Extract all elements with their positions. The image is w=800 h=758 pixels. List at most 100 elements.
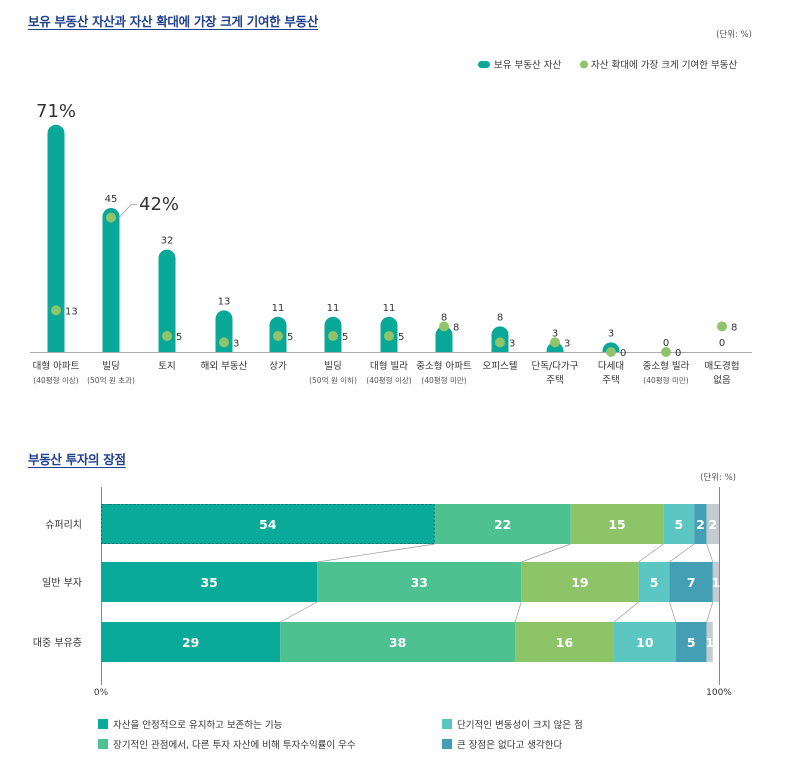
category-label: 빌딩 <box>324 361 341 372</box>
holding-value-label: 45 <box>105 194 118 205</box>
category-label: (40평형 미만) <box>643 375 688 385</box>
legend-swatch <box>98 719 108 729</box>
contribution-dot <box>273 331 283 341</box>
segment-value-label: 19 <box>571 575 588 590</box>
connector-line <box>669 601 677 623</box>
contribution-value-label: 0 <box>675 348 681 359</box>
legend-contribution-label: 자산 확대에 가장 크게 기여한 부동산 <box>591 59 737 71</box>
category-label: 대형 빌라 <box>370 361 408 372</box>
category-label: (40평형 미만) <box>421 375 466 385</box>
legend-holding-label: 보유 부동산 자산 <box>494 60 561 71</box>
stack-segment <box>521 562 639 602</box>
contribution-value-label: 3 <box>564 338 570 349</box>
stack-segment <box>613 622 676 662</box>
connector-line <box>317 543 435 563</box>
x-tick-label: 100% <box>706 688 732 698</box>
segment-value-label: 5 <box>674 517 683 532</box>
stack-segment <box>434 504 571 544</box>
segment-value-label: 33 <box>411 575 428 590</box>
stack-segment <box>712 562 719 602</box>
segment-value-label: 2 <box>708 517 717 532</box>
legend-label: 장기적인 관점에서, 다른 투자 자산에 비해 투자수익률이 우수 <box>113 739 356 751</box>
highlight-leader-line <box>118 204 137 218</box>
legend-swatch <box>442 739 452 749</box>
connector-line <box>669 543 695 563</box>
connector-line <box>613 601 639 623</box>
holding-bar <box>158 249 176 352</box>
holding-value-label: 11 <box>272 303 285 314</box>
contribution-value-label: 5 <box>287 332 293 343</box>
category-label: (50억 원 초과) <box>87 376 135 385</box>
contribution-value-label: 3 <box>233 338 239 349</box>
category-label: (40평형 이상) <box>366 375 411 385</box>
contribution-dot <box>717 321 727 332</box>
holding-bar <box>47 124 65 352</box>
connector-line <box>638 543 664 563</box>
category-label: 중소형 아파트 <box>416 361 472 372</box>
stack-segment <box>669 562 713 602</box>
contribution-dot <box>51 305 61 316</box>
segment-value-label: 38 <box>389 635 406 650</box>
chart1-unit: (단위: %) <box>716 29 752 40</box>
contribution-dot <box>328 331 338 341</box>
stack-segment <box>317 562 522 602</box>
category-label: 오피스텔 <box>483 360 518 372</box>
chart2-unit: (단위: %) <box>700 472 736 483</box>
legend-label: 큰 장점은 없다고 생각한다 <box>457 739 562 751</box>
category-label: 없음 <box>713 374 731 386</box>
legend-label: 자산을 안정적으로 유지하고 보존하는 기능 <box>113 719 283 731</box>
segment-value-label: 2 <box>696 517 705 532</box>
stack-segment <box>675 622 707 662</box>
contribution-dot <box>495 337 505 348</box>
stack-segment <box>101 504 435 544</box>
contribution-value-label: 5 <box>398 332 404 343</box>
contribution-dot <box>606 347 616 357</box>
x-tick-label: 0% <box>94 688 109 698</box>
segment-value-label: 35 <box>200 575 217 590</box>
category-label: (50억 원 이하) <box>309 375 357 385</box>
category-label: 주택 <box>546 375 563 386</box>
holding-bar <box>435 326 453 352</box>
contribution-dot <box>219 337 229 348</box>
stack-segment <box>515 622 614 662</box>
segment-value-label: 29 <box>182 635 199 650</box>
row-label: 대중 부유층 <box>33 637 82 649</box>
segment-value-label: 7 <box>687 575 696 590</box>
legend-contribution-marker <box>580 60 588 69</box>
highlight-holding-apartment: 71% <box>36 101 76 122</box>
connector-line <box>514 601 522 623</box>
category-label: (40평형 이상) <box>33 375 78 385</box>
contribution-value-label: 8 <box>731 322 737 333</box>
contribution-dot <box>162 331 172 341</box>
contribution-dot <box>106 212 116 223</box>
holding-value-label: 13 <box>218 296 231 307</box>
contribution-dot <box>661 347 671 357</box>
segment-value-label: 15 <box>608 517 625 532</box>
highlight-contribution-building: 42% <box>139 194 179 215</box>
stack-segment <box>101 622 281 662</box>
segment-value-label: 54 <box>259 517 277 532</box>
connector-line <box>521 543 571 563</box>
contribution-value-label: 3 <box>509 338 515 349</box>
contribution-dot <box>439 321 449 332</box>
segment-value-label: 5 <box>650 575 659 590</box>
stack-segment <box>663 504 695 544</box>
segment-value-label: 5 <box>687 635 696 650</box>
connector-line <box>706 543 714 563</box>
stack-segment <box>638 562 670 602</box>
legend-holding-marker <box>478 61 490 68</box>
contribution-value-label: 5 <box>176 332 182 343</box>
contribution-value-label: 0 <box>620 348 626 359</box>
segment-value-label: 1 <box>712 575 721 590</box>
legend-swatch <box>98 739 108 749</box>
holding-value-label: 11 <box>327 303 340 314</box>
holding-bar <box>102 208 120 352</box>
category-label: 토지 <box>158 361 175 372</box>
holding-value-label: 3 <box>552 328 558 339</box>
legend-swatch <box>442 719 452 729</box>
holding-value-label: 3 <box>608 328 614 339</box>
stack-segment <box>101 562 318 602</box>
segment-value-label: 1 <box>705 635 714 650</box>
holding-value-label: 32 <box>161 236 174 247</box>
stack-segment <box>706 504 719 544</box>
